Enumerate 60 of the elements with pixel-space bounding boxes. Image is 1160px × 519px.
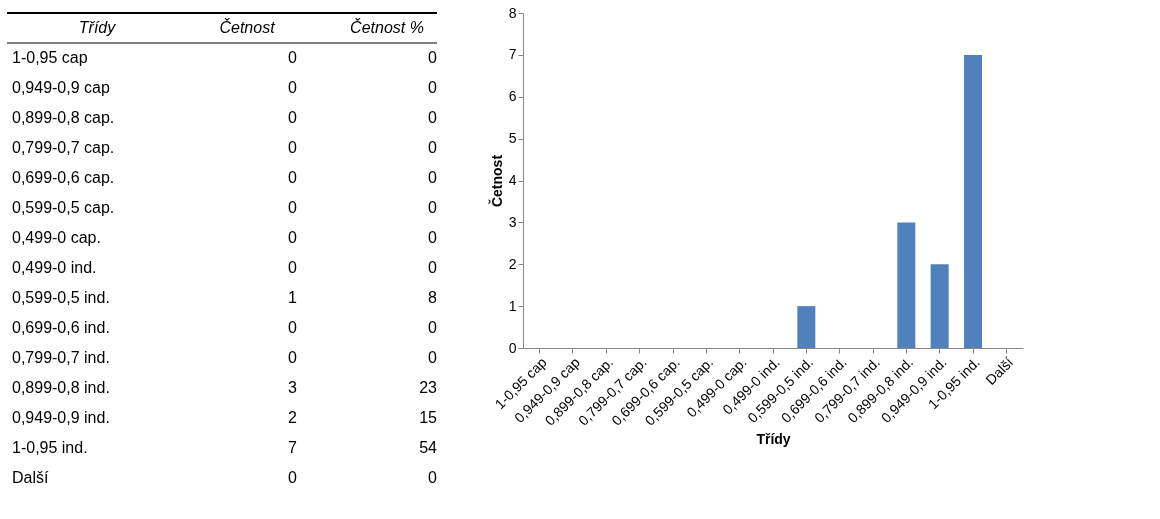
data-label: 0 [428, 109, 438, 126]
data-label: 1 [288, 289, 298, 306]
data-label: 0 [428, 79, 438, 96]
data-label: 0 [428, 469, 438, 486]
category-label: 0,699-0,6 ind. [12, 319, 110, 336]
data-label: 8 [428, 289, 438, 306]
text: Četnost % [350, 18, 424, 36]
category-label: 1-0,95 cap [12, 49, 88, 66]
category-label: 0,499-0 cap. [12, 229, 101, 246]
y-tick-label: 2 [508, 255, 517, 272]
text: Třídy [78, 19, 117, 36]
y-tick-label: 4 [508, 172, 517, 188]
y-tick-label: 0 [508, 339, 517, 356]
data-label: 15 [419, 409, 438, 426]
data-label: 0 [288, 169, 298, 186]
data-label: 0 [288, 469, 298, 486]
data-label: 0 [288, 109, 298, 126]
data-label: 0 [288, 229, 298, 246]
data-label: 23 [419, 379, 438, 396]
data-label: 0 [288, 349, 298, 366]
data-label: 2 [288, 409, 298, 426]
category-label: 0,599-0,5 ind. [12, 289, 110, 306]
data-label: 0 [428, 49, 438, 66]
y-tick-label: 6 [508, 88, 517, 105]
data-label: 3 [288, 379, 298, 396]
data-label: 0 [288, 139, 298, 156]
data-label: 0 [288, 319, 298, 336]
category-label: 0,699-0,6 cap. [12, 169, 115, 186]
y-tick-label: 1 [508, 297, 517, 314]
data-label: 0 [428, 139, 438, 156]
data-label: 0 [288, 259, 298, 276]
category-label: 1-0,95 ind. [12, 439, 88, 456]
y-tick-label: 7 [508, 46, 517, 63]
data-label: 0 [428, 319, 438, 336]
category-label: 0,799-0,7 cap. [12, 139, 115, 156]
data-label: 0 [428, 169, 438, 186]
bar [897, 222, 916, 348]
y-axis-title: Četnost [487, 154, 505, 208]
category-label: 0,949-0,9 cap [12, 79, 110, 96]
data-label: 0 [428, 199, 438, 216]
bar [964, 54, 982, 348]
bar [797, 306, 816, 348]
category-label: Další [12, 469, 50, 486]
data-label: 0 [428, 349, 438, 366]
bar [930, 264, 949, 348]
data-label: 0 [428, 259, 438, 276]
category-label: 0,599-0,5 cap. [12, 199, 115, 216]
category-label: 0,899-0,8 cap. [12, 109, 115, 126]
text: Četnost [219, 18, 276, 36]
y-tick-label: 8 [508, 4, 517, 21]
data-label: 7 [288, 439, 298, 456]
x-axis-title: Třídy [756, 430, 791, 447]
y-tick-label: 5 [508, 130, 517, 147]
data-label: 0 [288, 49, 298, 66]
category-label: 0,499-0 ind. [12, 259, 97, 276]
y-tick-label: 3 [508, 213, 517, 230]
data-label: 0 [288, 79, 298, 96]
data-label: 0 [428, 229, 438, 246]
data-label: 0 [288, 199, 298, 216]
data-label: 54 [419, 439, 438, 456]
